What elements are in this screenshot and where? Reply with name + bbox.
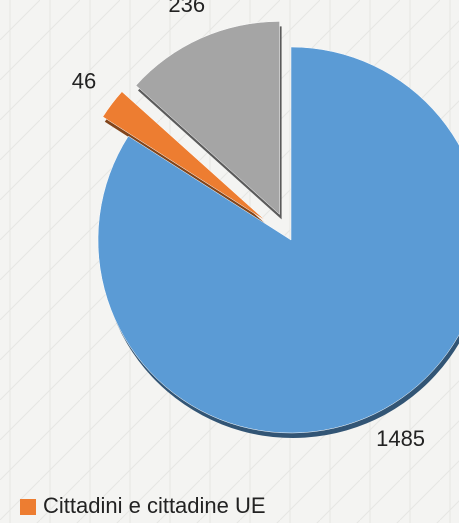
legend-swatch [20,499,36,515]
data-label: 46 [72,68,96,93]
data-label: 1485 [376,426,425,451]
pie-slice [135,21,280,215]
legend-label: Cittadini e cittadine UE [43,493,266,518]
data-label: 236 [168,0,205,17]
pie-slice [102,91,266,221]
pie-slice [97,46,459,434]
